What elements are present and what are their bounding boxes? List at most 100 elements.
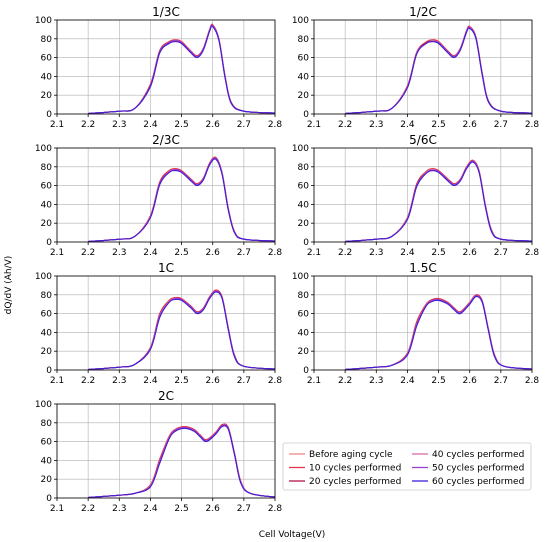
y-tick-label: 20 (41, 219, 53, 229)
y-tick-label: 60 (41, 438, 53, 448)
x-tick-label: 2.2 (81, 120, 95, 130)
legend-item: 60 cycles performed (412, 477, 524, 487)
x-tick-label: 2.4 (400, 248, 415, 258)
x-tick-label: 2.4 (143, 248, 158, 258)
x-tick-label: 2.2 (338, 376, 352, 386)
x-tick-label: 2.3 (369, 248, 383, 258)
x-tick-label: 2.1 (50, 504, 64, 514)
series-line-5 (88, 25, 275, 114)
y-tick-label: 20 (298, 91, 310, 101)
y-tick-label: 80 (298, 35, 310, 45)
x-tick-label: 2.3 (369, 376, 383, 386)
legend-item: 50 cycles performed (412, 464, 524, 474)
series-group (345, 25, 532, 114)
x-tick-label: 2.4 (143, 504, 158, 514)
y-tick-label: 0 (46, 494, 52, 504)
axes-frame (313, 19, 533, 115)
y-tick-label: 40 (298, 328, 310, 338)
y-tick-label: 0 (303, 110, 309, 120)
series-group (88, 423, 275, 498)
series-group (88, 289, 275, 370)
subplot-4: 2.1 2.2 2.3 2.4 2.5 2.6 2.7 2.8 0 20 40 60 80 100 1C (35, 261, 283, 386)
x-tick-label: 2.6 (463, 376, 478, 386)
x-tick-label: 2.5 (431, 376, 445, 386)
y-tick-label: 80 (298, 291, 310, 301)
x-tick-label: 2.7 (494, 120, 508, 130)
y-tick-label: 40 (41, 456, 53, 466)
x-tick-label: 2.3 (369, 120, 383, 130)
y-tick-label: 100 (35, 16, 52, 26)
x-tick-label: 2.7 (237, 248, 251, 258)
x-tick-label: 2.7 (237, 376, 251, 386)
x-tick-label: 2.1 (307, 248, 321, 258)
x-tick-label: 2.5 (174, 248, 188, 258)
x-tick-label: 2.4 (400, 120, 415, 130)
y-tick-label: 60 (298, 310, 310, 320)
x-tick-label: 2.6 (206, 376, 221, 386)
x-tick-label: 2.6 (206, 120, 221, 130)
y-tick-label: 80 (41, 419, 53, 429)
x-tick-label: 2.7 (237, 504, 251, 514)
subplot-5: 2.1 2.2 2.3 2.4 2.5 2.6 2.7 2.8 0 20 40 60 80 100 1.5C (292, 261, 540, 386)
x-tick-label: 2.5 (174, 376, 188, 386)
legend-label: 10 cycles performed (309, 464, 401, 474)
x-tick-label: 2.3 (112, 120, 126, 130)
y-tick-label: 20 (41, 347, 53, 357)
x-tick-label: 2.1 (50, 248, 64, 258)
legend-item: 40 cycles performed (412, 450, 524, 460)
figure-xlabel: Cell Voltage(V) (259, 530, 326, 540)
subplot-title: 5/6C (409, 133, 437, 147)
subplot-title: 2C (158, 389, 174, 403)
subplot-title: 1C (158, 261, 174, 275)
legend-label: 40 cycles performed (432, 450, 524, 460)
legend-item: Before aging cycle (289, 450, 393, 460)
y-tick-label: 0 (303, 238, 309, 248)
legend-label: 60 cycles performed (432, 477, 524, 487)
x-tick-label: 2.7 (237, 120, 251, 130)
x-tick-label: 2.2 (338, 248, 352, 258)
series-line-5 (345, 27, 532, 114)
series-group (345, 294, 532, 370)
subplot-title: 1.5C (409, 261, 436, 275)
axes-frame (313, 275, 533, 371)
y-tick-label: 60 (298, 54, 310, 64)
y-tick-label: 60 (41, 54, 53, 64)
axes-frame (313, 147, 533, 243)
axes-frame (56, 403, 276, 499)
x-tick-label: 2.6 (463, 120, 478, 130)
y-tick-label: 80 (298, 163, 310, 173)
y-tick-label: 100 (35, 272, 52, 282)
y-tick-label: 20 (298, 347, 310, 357)
y-tick-label: 100 (292, 16, 309, 26)
y-tick-label: 40 (298, 200, 310, 210)
y-tick-label: 100 (35, 400, 52, 410)
y-tick-label: 60 (298, 182, 310, 192)
legend-item: 10 cycles performed (289, 464, 401, 474)
x-tick-label: 2.6 (206, 248, 221, 258)
x-tick-label: 2.1 (50, 376, 64, 386)
subplot-title: 1/2C (409, 5, 437, 19)
y-tick-label: 80 (41, 163, 53, 173)
y-tick-label: 40 (298, 72, 310, 82)
x-tick-label: 2.2 (81, 504, 95, 514)
x-tick-label: 2.4 (143, 120, 158, 130)
subplot-grid: 2.1 2.2 2.3 2.4 2.5 2.6 2.7 2.8 0 20 40 60 80 100 1/3C… (35, 5, 540, 514)
y-tick-label: 60 (41, 182, 53, 192)
y-tick-label: 80 (41, 35, 53, 45)
y-tick-label: 60 (41, 310, 53, 320)
subplot-3: 2.1 2.2 2.3 2.4 2.5 2.6 2.7 2.8 0 20 40 60 80 100 5/6C (292, 133, 540, 258)
series-group (88, 156, 275, 242)
x-tick-label: 2.7 (494, 248, 508, 258)
y-tick-label: 40 (41, 200, 53, 210)
x-tick-label: 2.8 (268, 504, 283, 514)
y-tick-label: 40 (41, 328, 53, 338)
y-tick-label: 0 (46, 238, 52, 248)
y-tick-label: 100 (35, 144, 52, 154)
x-tick-label: 2.8 (525, 248, 540, 258)
x-tick-label: 2.3 (112, 248, 126, 258)
axes-frame (56, 19, 276, 115)
x-tick-label: 2.8 (268, 248, 283, 258)
x-tick-label: 2.5 (174, 120, 188, 130)
x-tick-label: 2.5 (431, 248, 445, 258)
